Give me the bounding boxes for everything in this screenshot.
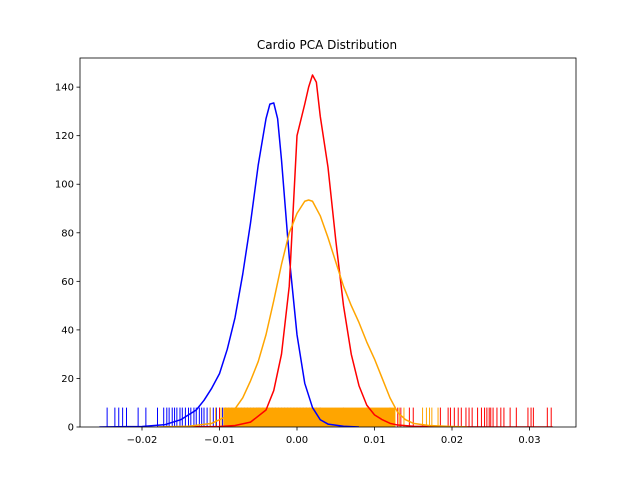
y-tick-label-4: 80 [61, 228, 74, 239]
series-group [99, 74, 553, 427]
x-tick-label-4: 0.02 [441, 435, 463, 446]
density-line-0 [99, 102, 360, 427]
axes: −0.02 −0.01 0.00 0.01 0.02 0.03 0 20 40 60 80 100 12… [55, 57, 577, 446]
x-tick-label-3: 0.01 [363, 435, 385, 446]
y-tick-label-3: 60 [61, 277, 74, 288]
x-tick-label-1: −0.01 [204, 435, 235, 446]
axes-frame [79, 57, 577, 428]
plot-area [99, 74, 553, 427]
rug-band-2 [223, 407, 396, 427]
density-line-1 [172, 74, 553, 427]
y-tick-label-5: 100 [55, 180, 74, 191]
x-tick-label-5: 0.03 [518, 435, 540, 446]
x-tick-label-0: −0.02 [127, 435, 158, 446]
y-tick-label-1: 20 [61, 374, 74, 385]
y-tick-label-6: 120 [55, 131, 74, 142]
y-tick-label-7: 140 [55, 83, 74, 94]
y-tick-label-2: 40 [61, 325, 74, 336]
y-tick-label-0: 0 [68, 423, 74, 434]
x-tick-label-2: 0.00 [286, 435, 308, 446]
density-line-2 [157, 199, 468, 427]
chart-title: Cardio PCA Distribution [257, 38, 397, 52]
